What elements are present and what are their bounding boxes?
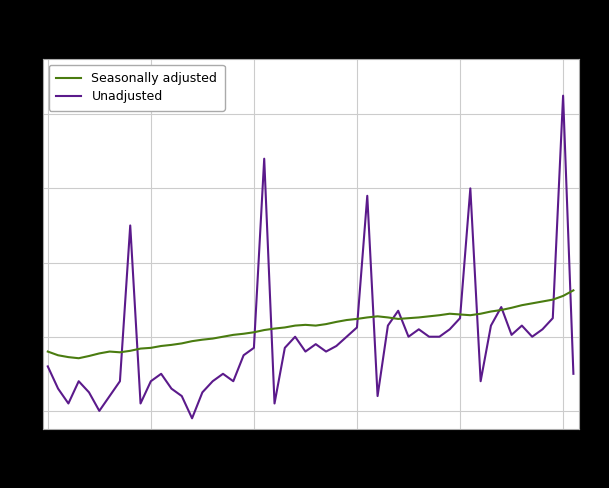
Seasonally adjusted bbox=[240, 331, 247, 337]
Line: Unadjusted: Unadjusted bbox=[48, 96, 574, 418]
Seasonally adjusted bbox=[44, 348, 51, 354]
Unadjusted bbox=[188, 415, 195, 421]
Seasonally adjusted bbox=[374, 313, 381, 319]
Legend: Seasonally adjusted, Unadjusted: Seasonally adjusted, Unadjusted bbox=[49, 65, 225, 111]
Seasonally adjusted bbox=[75, 355, 82, 361]
Unadjusted bbox=[85, 389, 93, 395]
Line: Seasonally adjusted: Seasonally adjusted bbox=[48, 290, 574, 358]
Unadjusted bbox=[44, 364, 51, 369]
Unadjusted bbox=[570, 371, 577, 377]
Seasonally adjusted bbox=[96, 350, 103, 356]
Seasonally adjusted bbox=[539, 299, 546, 305]
Unadjusted bbox=[302, 348, 309, 354]
Unadjusted bbox=[560, 93, 567, 99]
Unadjusted bbox=[240, 352, 247, 358]
Seasonally adjusted bbox=[302, 322, 309, 328]
Unadjusted bbox=[395, 308, 402, 314]
Unadjusted bbox=[333, 343, 340, 349]
Unadjusted bbox=[374, 393, 381, 399]
Seasonally adjusted bbox=[395, 316, 402, 322]
Seasonally adjusted bbox=[570, 287, 577, 293]
